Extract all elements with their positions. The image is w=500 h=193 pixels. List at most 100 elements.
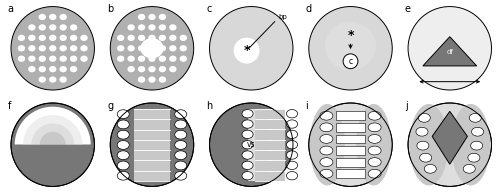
Text: b: b	[107, 4, 114, 14]
Ellipse shape	[286, 161, 298, 169]
Ellipse shape	[368, 123, 381, 132]
Text: a: a	[8, 4, 14, 14]
Ellipse shape	[174, 120, 187, 129]
Text: df: df	[446, 49, 453, 55]
Ellipse shape	[180, 45, 187, 52]
Ellipse shape	[117, 171, 130, 180]
Ellipse shape	[70, 56, 78, 62]
Text: c: c	[348, 57, 352, 66]
Ellipse shape	[18, 56, 25, 62]
Ellipse shape	[242, 151, 253, 159]
Ellipse shape	[286, 120, 298, 128]
Ellipse shape	[80, 56, 87, 62]
FancyBboxPatch shape	[268, 108, 284, 181]
Ellipse shape	[70, 66, 78, 72]
Ellipse shape	[117, 130, 130, 139]
Ellipse shape	[234, 38, 260, 63]
Ellipse shape	[408, 7, 492, 90]
Ellipse shape	[468, 153, 480, 162]
Ellipse shape	[463, 164, 475, 173]
Ellipse shape	[158, 24, 166, 30]
Ellipse shape	[368, 146, 381, 155]
Ellipse shape	[38, 35, 46, 41]
Text: *: *	[348, 29, 354, 42]
Ellipse shape	[417, 141, 429, 150]
Ellipse shape	[286, 141, 298, 149]
Ellipse shape	[210, 7, 293, 90]
Ellipse shape	[49, 35, 56, 41]
Text: h: h	[206, 101, 212, 111]
Ellipse shape	[70, 35, 78, 41]
Ellipse shape	[148, 66, 156, 72]
Ellipse shape	[38, 45, 46, 52]
Ellipse shape	[416, 127, 428, 136]
Ellipse shape	[148, 45, 156, 52]
Ellipse shape	[80, 45, 87, 52]
Ellipse shape	[117, 120, 130, 129]
Ellipse shape	[28, 24, 36, 30]
Ellipse shape	[138, 76, 145, 83]
Ellipse shape	[138, 24, 145, 30]
Ellipse shape	[424, 164, 436, 173]
Ellipse shape	[320, 146, 333, 155]
Ellipse shape	[320, 135, 333, 143]
Ellipse shape	[140, 38, 164, 58]
Ellipse shape	[325, 22, 376, 70]
Ellipse shape	[148, 14, 156, 20]
Ellipse shape	[49, 56, 56, 62]
FancyBboxPatch shape	[336, 169, 366, 178]
Polygon shape	[423, 37, 476, 66]
Ellipse shape	[368, 169, 381, 178]
Ellipse shape	[128, 66, 135, 72]
Ellipse shape	[138, 45, 145, 52]
Text: g: g	[107, 101, 113, 111]
Ellipse shape	[320, 169, 333, 178]
Ellipse shape	[286, 110, 298, 118]
Ellipse shape	[38, 76, 46, 83]
Ellipse shape	[117, 45, 124, 52]
Ellipse shape	[472, 127, 484, 136]
Ellipse shape	[11, 7, 94, 90]
FancyBboxPatch shape	[336, 111, 366, 120]
Ellipse shape	[408, 103, 492, 186]
Ellipse shape	[49, 76, 56, 83]
Text: c: c	[206, 4, 212, 14]
Ellipse shape	[38, 66, 46, 72]
Ellipse shape	[110, 103, 194, 186]
Ellipse shape	[38, 24, 46, 30]
Ellipse shape	[242, 120, 253, 128]
Ellipse shape	[117, 110, 130, 119]
Ellipse shape	[174, 171, 187, 180]
Ellipse shape	[158, 14, 166, 20]
Ellipse shape	[60, 76, 67, 83]
Ellipse shape	[469, 113, 482, 122]
Ellipse shape	[286, 130, 298, 139]
Ellipse shape	[174, 141, 187, 149]
Ellipse shape	[158, 35, 166, 41]
FancyBboxPatch shape	[248, 108, 255, 181]
Ellipse shape	[310, 104, 345, 185]
Ellipse shape	[242, 172, 253, 180]
Ellipse shape	[28, 35, 36, 41]
Ellipse shape	[138, 35, 145, 41]
Ellipse shape	[242, 161, 253, 169]
Ellipse shape	[309, 103, 392, 186]
Ellipse shape	[138, 14, 145, 20]
Ellipse shape	[242, 110, 253, 118]
Ellipse shape	[169, 35, 176, 41]
Ellipse shape	[60, 66, 67, 72]
Ellipse shape	[38, 56, 46, 62]
Text: bp: bp	[278, 14, 287, 20]
Ellipse shape	[320, 111, 333, 120]
Ellipse shape	[148, 24, 156, 30]
Ellipse shape	[138, 56, 145, 62]
Ellipse shape	[60, 45, 67, 52]
Ellipse shape	[117, 56, 124, 62]
Text: f: f	[8, 101, 11, 111]
Ellipse shape	[138, 66, 145, 72]
Text: vs: vs	[247, 140, 256, 149]
Text: *: *	[244, 44, 250, 57]
Text: j: j	[405, 101, 407, 111]
FancyBboxPatch shape	[134, 108, 170, 181]
Ellipse shape	[356, 104, 392, 185]
